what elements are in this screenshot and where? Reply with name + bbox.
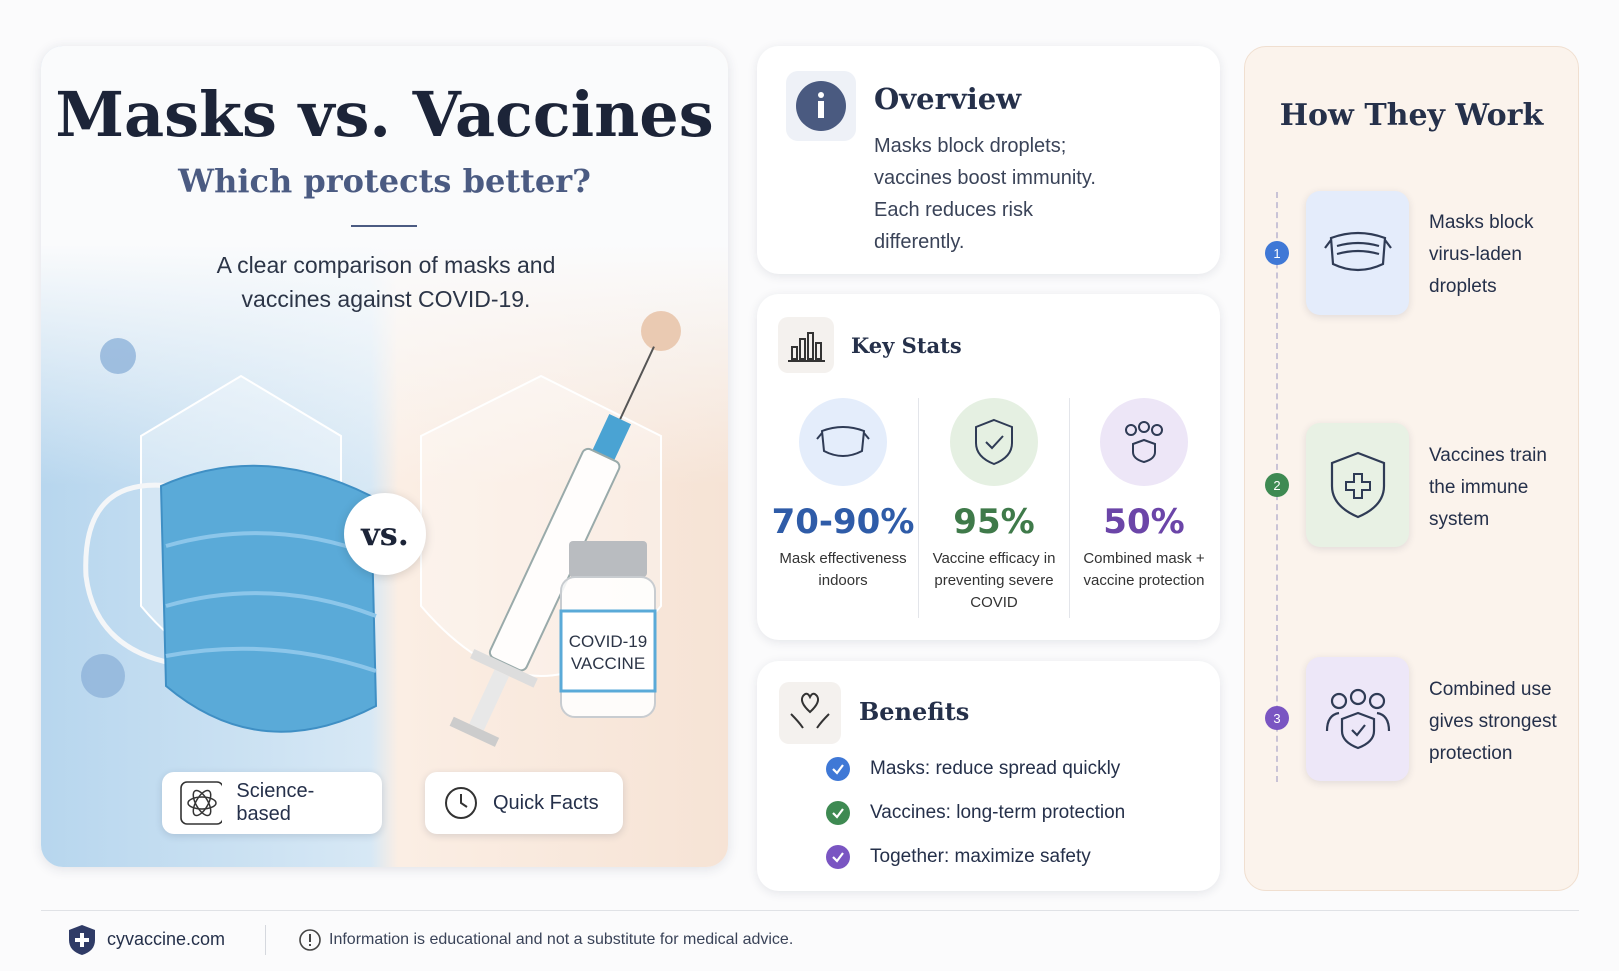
info-icon bbox=[786, 71, 856, 141]
benefit-lead: Vaccines: bbox=[870, 802, 951, 823]
check-icon bbox=[826, 801, 850, 825]
check-icon bbox=[826, 845, 850, 869]
badge-label: Quick Facts bbox=[493, 791, 599, 814]
step-icon bbox=[1306, 657, 1409, 781]
overview-title: Overview bbox=[874, 82, 1022, 116]
step-text: Masks block virus-laden droplets bbox=[1429, 212, 1534, 297]
mask bbox=[159, 464, 378, 733]
step-icon bbox=[1306, 423, 1409, 547]
stat: 50% Combined mask + vaccine protection bbox=[1069, 398, 1219, 592]
mask-strap bbox=[83, 482, 192, 669]
hero-title: Masks vs. Vaccines bbox=[55, 78, 714, 151]
stat-divider bbox=[1069, 398, 1070, 618]
footer-disclaimer: Information is educational and not a sub… bbox=[329, 931, 794, 948]
heart-hands-icon bbox=[779, 682, 841, 744]
stat-label: Mask effectiveness indoors bbox=[779, 550, 907, 589]
alert-icon bbox=[299, 929, 321, 951]
benefit-detail: maximize safety bbox=[954, 846, 1091, 867]
hero-illustration bbox=[81, 311, 681, 747]
vs-badge: vs. bbox=[344, 493, 426, 575]
stat-icon bbox=[799, 398, 887, 486]
stat-value: 95% bbox=[953, 502, 1035, 542]
step-number: 3 bbox=[1265, 706, 1289, 730]
stat-icon bbox=[1100, 398, 1188, 486]
how-title: How They Work bbox=[1279, 98, 1544, 133]
step-icon bbox=[1306, 191, 1409, 315]
footer-logo bbox=[69, 925, 95, 955]
syringe bbox=[449, 346, 655, 747]
stat-value: 70-90% bbox=[771, 502, 915, 542]
virus bbox=[81, 338, 136, 698]
stat-icon bbox=[950, 398, 1038, 486]
hero-card: COVID-19 VACCINE Masks vs. Vaccines Whic… bbox=[41, 46, 728, 867]
footer-rule bbox=[41, 910, 1579, 911]
stat-label: Combined mask + vaccine protection bbox=[1083, 550, 1205, 589]
clock-icon bbox=[445, 787, 477, 819]
badge-label: Science-based bbox=[236, 780, 315, 825]
atom-icon bbox=[180, 781, 223, 825]
key-stats-title: Key Stats bbox=[851, 333, 962, 358]
benefit-item: Vaccines: long-term protection bbox=[826, 801, 1125, 825]
benefit-text: Together: maximize safety bbox=[870, 846, 1091, 868]
step-text: Combined use gives strongest protection bbox=[1429, 679, 1557, 764]
benefit-lead: Together: bbox=[870, 846, 950, 867]
vial-label-line: VACCINE bbox=[570, 654, 646, 673]
how-card bbox=[1244, 46, 1579, 891]
stat-label: Vaccine efficacy in preventing severe CO… bbox=[932, 550, 1056, 611]
vial bbox=[559, 541, 657, 718]
step-text: Vaccines train the immune system bbox=[1429, 445, 1547, 530]
footer-site: cyvaccine.com bbox=[107, 929, 226, 949]
benefits-title: Benefits bbox=[859, 697, 970, 726]
check-icon bbox=[826, 757, 850, 781]
benefit-item: Masks: reduce spread quickly bbox=[826, 757, 1120, 781]
footer-separator bbox=[265, 925, 266, 955]
vial-label: COVID-19 VACCINE bbox=[561, 631, 655, 675]
hero-subtitle: Which protects better? bbox=[178, 162, 591, 200]
virus bbox=[641, 311, 681, 351]
benefit-text: Vaccines: long-term protection bbox=[870, 802, 1125, 824]
hero-description: A clear comparison of masks and vaccines… bbox=[216, 252, 556, 312]
badge: Quick Facts bbox=[425, 772, 623, 834]
benefit-item: Together: maximize safety bbox=[826, 845, 1091, 869]
overview-text: Masks block droplets; vaccines boost imm… bbox=[874, 135, 1096, 253]
divider bbox=[351, 225, 417, 227]
chart-icon bbox=[778, 317, 834, 373]
stat-divider bbox=[918, 398, 919, 618]
step-number: 2 bbox=[1265, 473, 1289, 497]
benefit-detail: long-term protection bbox=[956, 802, 1126, 823]
benefit-detail: reduce spread quickly bbox=[935, 758, 1121, 779]
benefit-lead: Masks: bbox=[870, 758, 931, 779]
stat: 70-90% Mask effectiveness indoors bbox=[768, 398, 918, 592]
badge: Science-based bbox=[162, 772, 382, 834]
stat-value: 50% bbox=[1103, 502, 1185, 542]
benefit-text: Masks: reduce spread quickly bbox=[870, 758, 1120, 780]
vial-label-line: COVID-19 bbox=[568, 632, 648, 651]
step-number: 1 bbox=[1265, 241, 1289, 265]
stat: 95% Vaccine efficacy in preventing sever… bbox=[919, 398, 1069, 614]
